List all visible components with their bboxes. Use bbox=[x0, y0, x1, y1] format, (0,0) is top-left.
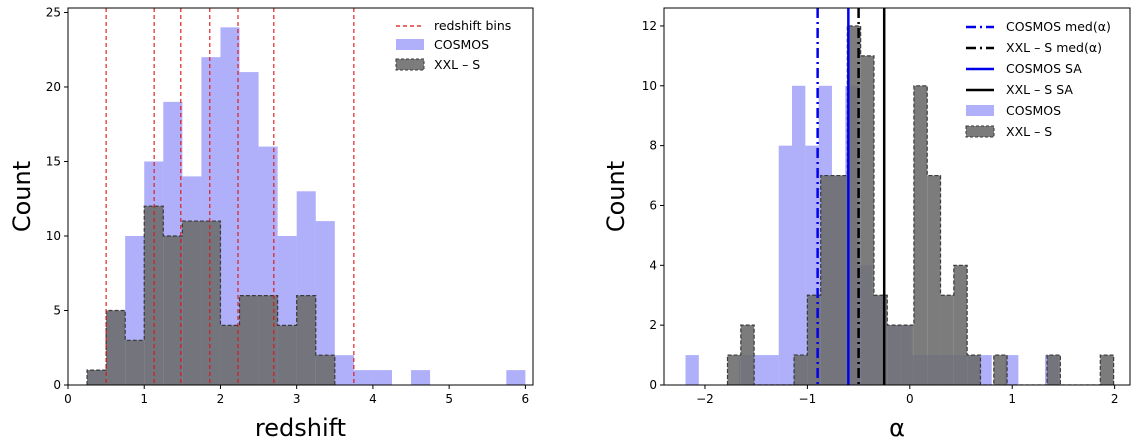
y-tick-label: 0 bbox=[53, 378, 61, 392]
legend-swatch-xxl bbox=[395, 58, 425, 71]
cosmos-bar bbox=[372, 370, 392, 385]
xxl-bar bbox=[239, 295, 259, 385]
y-axis-title: Count bbox=[602, 161, 630, 232]
cosmos-bar bbox=[353, 370, 373, 385]
xxl-bar bbox=[201, 221, 221, 385]
y-tick-label: 4 bbox=[649, 258, 657, 272]
x-tick-label: 3 bbox=[293, 392, 301, 406]
xxl-bar bbox=[820, 175, 835, 385]
legend-panel-1: redshift bins COSMOS XXL – S bbox=[395, 18, 511, 72]
xxl-bar bbox=[927, 175, 941, 385]
chart-panel-1: 0 1 2 3 4 5 6 0 5 10 15 20 25 redshift Count bbox=[8, 5, 534, 441]
x-tick-label: −2 bbox=[696, 392, 714, 406]
x-tick-label: 2 bbox=[1111, 392, 1119, 406]
xxl-bar bbox=[740, 325, 755, 385]
xxl-bar bbox=[182, 221, 202, 385]
xxl-bar bbox=[940, 295, 954, 385]
y-tick-label: 20 bbox=[46, 80, 61, 94]
xxl-bar bbox=[258, 295, 278, 385]
legend-label: XXL – S med(α) bbox=[1006, 40, 1102, 55]
legend-label: COSMOS med(α) bbox=[1006, 19, 1111, 34]
xxl-bar bbox=[163, 235, 183, 385]
axes-frame bbox=[663, 7, 1131, 386]
xxl-bar bbox=[277, 325, 297, 385]
cosmos-bar bbox=[978, 355, 992, 385]
xxl-bar bbox=[794, 355, 808, 385]
plot-area bbox=[685, 8, 1115, 385]
legend-label: XXL – S bbox=[1006, 124, 1052, 139]
legend-label: COSMOS bbox=[434, 37, 489, 52]
y-tick-label: 8 bbox=[649, 139, 657, 153]
cosmos-bar bbox=[765, 355, 779, 385]
xxl-bar bbox=[900, 325, 914, 385]
x-tick-label: 2 bbox=[217, 392, 225, 406]
x-axis-title: α bbox=[889, 414, 905, 441]
x-tick-label: 6 bbox=[522, 392, 530, 406]
xxl-bar bbox=[315, 355, 335, 385]
legend-swatch-xxl bbox=[965, 125, 995, 138]
legend-swatch-cosmos bbox=[396, 39, 424, 50]
cosmos-bar bbox=[685, 355, 699, 385]
cosmos-bar bbox=[1005, 355, 1019, 385]
y-tick-label: 6 bbox=[649, 198, 657, 212]
cosmos-bar bbox=[411, 370, 431, 385]
legend-label: XXL – S bbox=[434, 57, 480, 72]
y-tick-label: 12 bbox=[642, 19, 657, 33]
x-tick-label: 4 bbox=[369, 392, 377, 406]
y-tick-label: 10 bbox=[46, 229, 61, 243]
cosmos-bar bbox=[315, 221, 335, 385]
xxl-bar bbox=[1100, 355, 1114, 385]
y-axis-title: Count bbox=[8, 161, 36, 232]
xxl-bar bbox=[847, 25, 861, 385]
legend-label: XXL – S SA bbox=[1006, 82, 1073, 97]
xxl-outline bbox=[86, 205, 336, 385]
plot-area bbox=[86, 8, 526, 385]
y-tick-label: 10 bbox=[642, 79, 657, 93]
xxl-bar bbox=[1047, 355, 1061, 385]
legend-swatch-cosmos bbox=[966, 105, 994, 116]
xxl-bar bbox=[913, 85, 928, 385]
xxl-bar bbox=[296, 295, 316, 385]
xxl-bar bbox=[727, 355, 741, 385]
legend-panel-2: COSMOS med(α) XXL – S med(α) COSMOS SA XXL … bbox=[965, 19, 1111, 139]
xxl-bar bbox=[87, 370, 107, 385]
y-tick-label: 15 bbox=[46, 154, 61, 168]
xxl-bar bbox=[860, 55, 874, 385]
xxl-bar bbox=[953, 265, 968, 385]
xxl-bar bbox=[887, 325, 901, 385]
legend-label: COSMOS bbox=[1006, 103, 1061, 118]
axes-frame bbox=[67, 7, 534, 386]
xxl-bar bbox=[834, 175, 848, 385]
cosmos-bar bbox=[506, 370, 526, 385]
x-tick-label: −1 bbox=[799, 392, 817, 406]
cosmos-bar bbox=[334, 355, 354, 385]
cosmos-bar bbox=[220, 27, 240, 385]
x-tick-label: 1 bbox=[140, 392, 148, 406]
xxl-bar bbox=[220, 325, 240, 385]
xxl-bar bbox=[993, 355, 1008, 385]
x-tick-label: 5 bbox=[445, 392, 453, 406]
xxl-outline bbox=[726, 25, 1115, 385]
cosmos-bar bbox=[752, 355, 766, 385]
xxl-bar bbox=[106, 310, 126, 385]
x-tick-label: 0 bbox=[64, 392, 72, 406]
x-tick-label: 1 bbox=[1008, 392, 1016, 406]
y-tick-label: 25 bbox=[46, 5, 61, 19]
cosmos-bar bbox=[778, 145, 793, 385]
x-tick-label: 0 bbox=[906, 392, 914, 406]
xxl-bar bbox=[967, 355, 981, 385]
xxl-bar bbox=[125, 340, 145, 385]
legend-label: redshift bins bbox=[434, 18, 511, 33]
legend-label: COSMOS SA bbox=[1006, 61, 1082, 76]
cosmos-bar bbox=[792, 85, 806, 385]
x-axis-title: redshift bbox=[255, 414, 346, 441]
y-tick-label: 0 bbox=[649, 378, 657, 392]
y-tick-label: 2 bbox=[649, 318, 657, 332]
y-tick-label: 5 bbox=[53, 303, 61, 317]
